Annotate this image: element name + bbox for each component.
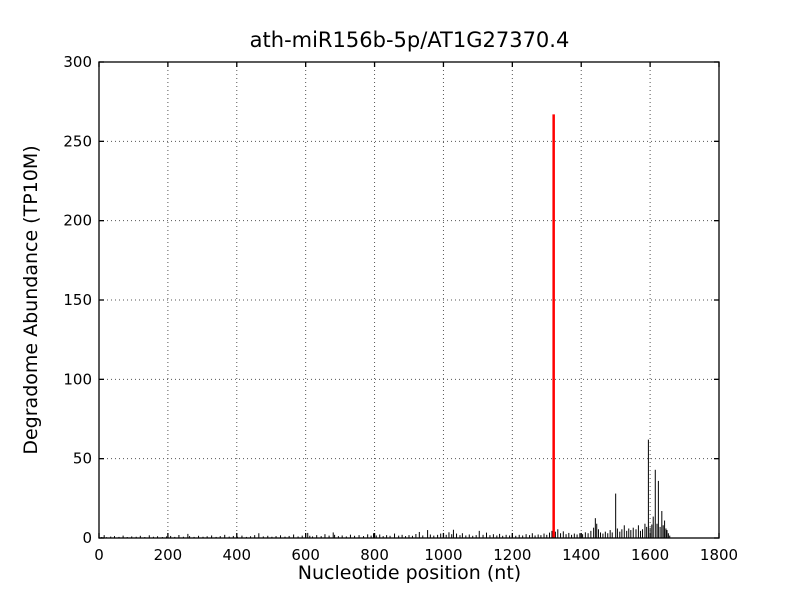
y-tick-label: 200 [63, 212, 92, 230]
y-tick-label: 150 [63, 291, 92, 309]
y-tick-label: 300 [63, 53, 92, 71]
x-tick-label: 1400 [562, 546, 600, 564]
x-tick-label: 1600 [631, 546, 669, 564]
x-tick-label: 1200 [493, 546, 531, 564]
x-axis-label: Nucleotide position (nt) [297, 562, 522, 584]
x-tick-label: 200 [154, 546, 183, 564]
x-tick-label: 400 [222, 546, 251, 564]
plot-title: ath-miR156b-5p/AT1G27370.4 [249, 28, 570, 52]
x-tick-label: 0 [94, 546, 104, 564]
x-tick-label: 1000 [424, 546, 462, 564]
y-tick-label: 250 [63, 132, 92, 150]
x-tick-label: 600 [291, 546, 320, 564]
x-tick-label: 1800 [700, 546, 738, 564]
y-tick-label: 100 [63, 370, 92, 388]
y-tick-label: 0 [82, 529, 92, 547]
y-tick-label: 50 [73, 450, 92, 468]
x-tick-label: 800 [360, 546, 389, 564]
